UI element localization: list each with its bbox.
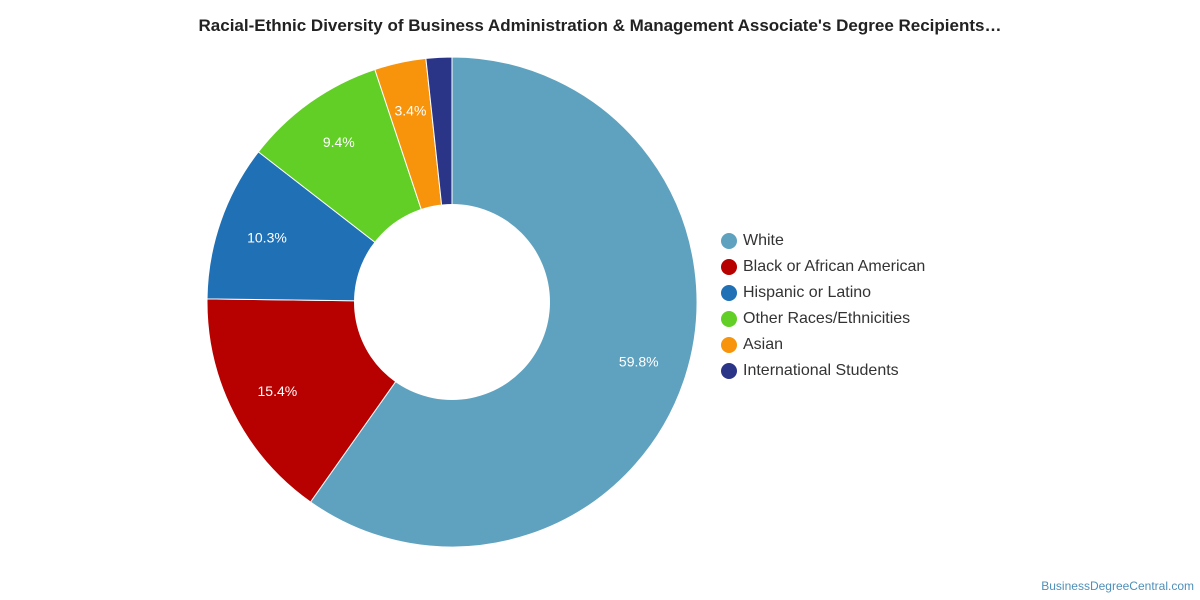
donut-hole [354, 204, 550, 400]
slice-value-label: 10.3% [247, 229, 287, 245]
legend-swatch [721, 363, 737, 379]
chart-title: Racial-Ethnic Diversity of Business Admi… [198, 16, 1002, 35]
legend-item[interactable]: White [721, 228, 925, 254]
legend-swatch [721, 285, 737, 301]
legend-label: Black or African American [743, 258, 926, 275]
legend-item[interactable]: Asian [721, 332, 925, 358]
chart-legend: White Black or African American Hispanic o… [721, 228, 925, 384]
legend-item[interactable]: Other Races/Ethnicities [721, 306, 925, 332]
slice-value-label: 3.4% [394, 102, 426, 118]
labels-group: 59.8% 15.4% 10.3% 9.4% 3.4% [247, 102, 659, 399]
legend-item[interactable]: Hispanic or Latino [721, 280, 925, 306]
legend-label: Hispanic or Latino [743, 284, 872, 301]
legend-label: Asian [743, 336, 784, 353]
legend-label: International Students [743, 362, 899, 379]
legend-swatch [721, 259, 737, 275]
legend-item[interactable]: Black or African American [721, 254, 925, 280]
slice-value-label: 9.4% [323, 134, 355, 150]
legend-swatch [721, 337, 737, 353]
slice-value-label: 15.4% [258, 383, 298, 399]
legend-label: White [743, 232, 784, 249]
legend-label: Other Races/Ethnicities [743, 310, 911, 327]
slice-value-label: 59.8% [619, 353, 659, 369]
legend-swatch [721, 311, 737, 327]
legend-item[interactable]: International Students [721, 358, 925, 384]
legend-swatch [721, 233, 737, 249]
source-credit[interactable]: BusinessDegreeCentral.com [1041, 579, 1194, 593]
